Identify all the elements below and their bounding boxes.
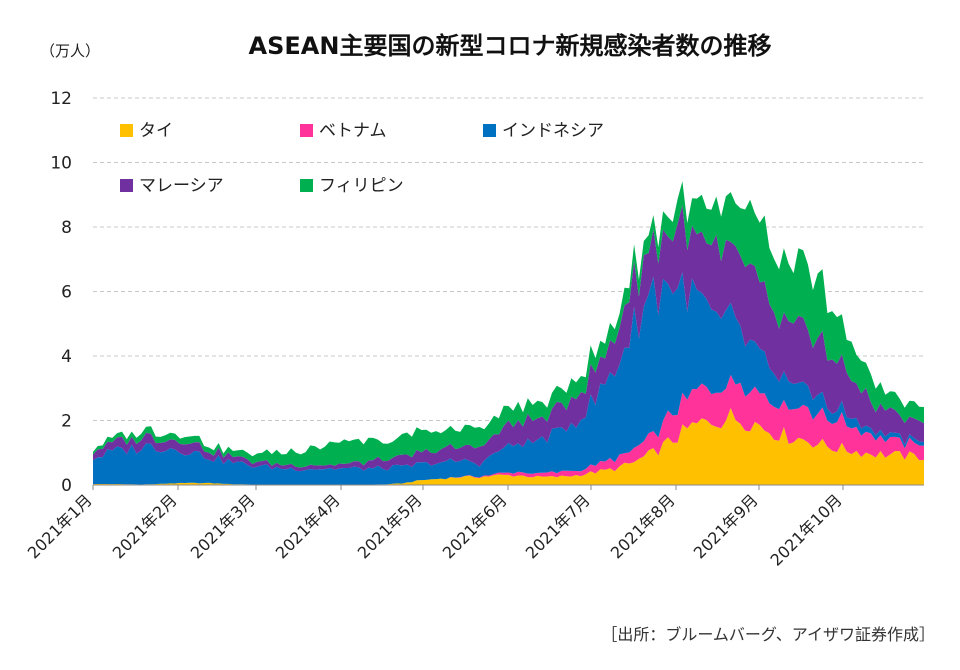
area-series	[93, 205, 924, 472]
x-tick-label: 2021年9月	[690, 490, 762, 562]
x-tick-label: 2021年1月	[24, 490, 96, 562]
x-tick-label: 2021年2月	[109, 490, 181, 562]
legend-label: マレーシア	[139, 176, 224, 196]
chart-title: ASEAN主要国の新型コロナ新規感染者数の推移	[249, 32, 772, 60]
x-tick-label: 2021年3月	[187, 490, 259, 562]
y-axis-unit: （万人）	[40, 42, 100, 60]
y-tick-label: 0	[61, 476, 72, 496]
x-tick-labels: 2021年1月 2021年2月 2021年3月 2021年4月 2021年5月 2021年…	[24, 485, 846, 570]
x-tick-label: 2021年10月	[767, 490, 846, 569]
y-tick-label: 10	[50, 154, 72, 174]
x-tick-label: 2021年6月	[439, 490, 511, 562]
source-note: ［出所：ブルームバーグ、アイザワ証券作成］	[601, 625, 935, 644]
y-tick-label: 4	[61, 347, 72, 367]
legend-swatch	[300, 124, 313, 137]
area-series	[93, 408, 924, 485]
legend-swatch	[120, 179, 133, 192]
y-tick-label: 6	[61, 283, 72, 303]
legend-label: タイ	[139, 121, 173, 141]
y-tick-label: 2	[61, 412, 72, 432]
legend-label: ベトナム	[319, 121, 387, 141]
legend-label: インドネシア	[502, 121, 604, 141]
x-tick-label: 2021年4月	[272, 490, 344, 562]
legend-swatch	[120, 124, 133, 137]
y-tick-label: 8	[61, 218, 72, 238]
legend-swatch	[300, 179, 313, 192]
area-series	[93, 374, 924, 485]
x-tick-label: 2021年5月	[354, 490, 426, 562]
y-tick-labels: 0 2 4 6 8 10 12	[50, 89, 72, 496]
x-tick-label: 2021年8月	[607, 490, 679, 562]
legend-swatch	[483, 124, 496, 137]
stacked-areas	[93, 181, 924, 485]
x-tick-label: 2021年7月	[522, 490, 594, 562]
area-series	[93, 272, 924, 485]
area-series	[93, 181, 924, 468]
legend-label: フィリピン	[319, 176, 404, 196]
y-tick-label: 12	[50, 89, 72, 109]
